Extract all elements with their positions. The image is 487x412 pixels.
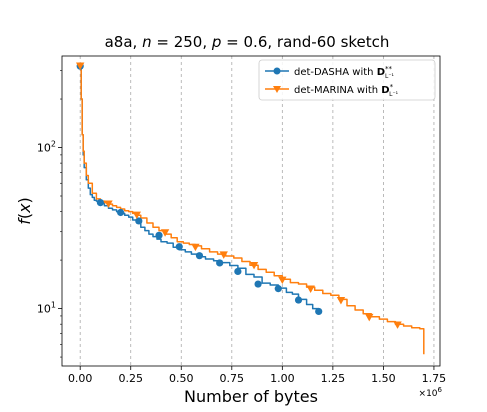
title-p-symbol: p — [211, 33, 222, 51]
x-tick-label: 0.25 — [118, 372, 143, 385]
y-tick-label: 101 — [37, 301, 56, 316]
x-multiplier: ×106 — [419, 386, 443, 399]
data-point-1 — [219, 251, 228, 259]
legend: det-DASHA with D** L⁻¹ det-MARINA with D*… — [258, 59, 436, 101]
data-point-1 — [191, 243, 200, 252]
x-tick-label: 1.00 — [270, 372, 295, 385]
title-dataset: a8a — [105, 33, 133, 51]
data-point-1 — [336, 297, 346, 305]
data-point-1 — [249, 261, 259, 270]
data-point-0 — [234, 267, 242, 276]
chart-title: a8a, n = 250, p = 0.6, rand-60 sketch — [105, 33, 390, 51]
y-axis-label: f(x) — [15, 197, 34, 225]
legend-marina-sup: * — [390, 83, 394, 91]
series-markers — [75, 62, 402, 329]
series-line-0 — [80, 65, 320, 312]
data-point-1 — [365, 313, 374, 322]
data-point-1 — [104, 200, 113, 208]
legend-marina-prefix: det-MARINA with — [294, 85, 381, 96]
data-point-0 — [155, 231, 163, 239]
data-point-1 — [278, 276, 287, 285]
x-tick-label: 1.75 — [422, 372, 447, 385]
legend-dasha-symbol: D — [377, 67, 385, 78]
legend-marina-marker — [273, 86, 281, 93]
title-p-value: 0.6 — [244, 33, 268, 51]
legend-marina-label: det-MARINA with D* L⁻¹ — [294, 83, 399, 98]
data-point-0 — [216, 259, 224, 267]
y-ticks: 101 102 — [37, 140, 62, 316]
legend-dasha-sup: ** — [385, 65, 393, 73]
y-tick-label: 102 — [37, 140, 56, 155]
title-n-value: 250 — [174, 33, 203, 51]
data-point-1 — [306, 285, 315, 293]
plot-frame — [61, 55, 441, 367]
data-point-0 — [294, 296, 303, 304]
title-n-symbol: n — [142, 33, 152, 51]
legend-box — [258, 59, 436, 101]
x-tick-label: 0.50 — [169, 372, 194, 385]
legend-dasha-marker — [273, 67, 281, 75]
x-axis-label: Number of bytes — [184, 387, 318, 406]
legend-marina-sub: L⁻¹ — [389, 91, 399, 98]
x-tick-label: 1.50 — [371, 372, 396, 385]
title-sketch: rand-60 sketch — [277, 33, 390, 51]
data-point-1 — [132, 211, 141, 219]
x-tick-label: 1.25 — [321, 372, 346, 385]
data-point-1 — [160, 229, 170, 237]
data-point-0 — [254, 280, 262, 288]
data-point-0 — [96, 198, 105, 207]
legend-dasha-prefix: det-DASHA with — [294, 67, 377, 78]
data-point-0 — [195, 252, 204, 260]
series-line-1 — [80, 65, 425, 355]
series-lines — [80, 65, 425, 355]
data-point-0 — [175, 243, 183, 251]
legend-marina-symbol: D — [381, 85, 389, 96]
legend-dasha-sub: L⁻¹ — [385, 73, 395, 80]
grid — [79, 56, 435, 366]
y-axis-fn: f — [15, 217, 34, 225]
data-point-1 — [393, 321, 402, 329]
x-tick-label: 0.75 — [220, 372, 245, 385]
legend-dasha-label: det-DASHA with D** L⁻¹ — [294, 65, 395, 80]
data-point-0 — [274, 285, 282, 293]
x-multiplier-exp: 6 — [438, 386, 443, 394]
data-point-0 — [117, 208, 125, 217]
x-multiplier-base: ×10 — [419, 389, 438, 399]
x-ticks: 0.00 0.25 0.50 0.75 1.00 1.25 1.50 1.75 — [68, 366, 446, 385]
x-tick-label: 0.00 — [68, 372, 93, 385]
y-axis-arg: x — [15, 203, 34, 214]
data-point-1 — [75, 62, 85, 70]
data-point-0 — [135, 217, 143, 225]
data-point-0 — [315, 307, 323, 316]
